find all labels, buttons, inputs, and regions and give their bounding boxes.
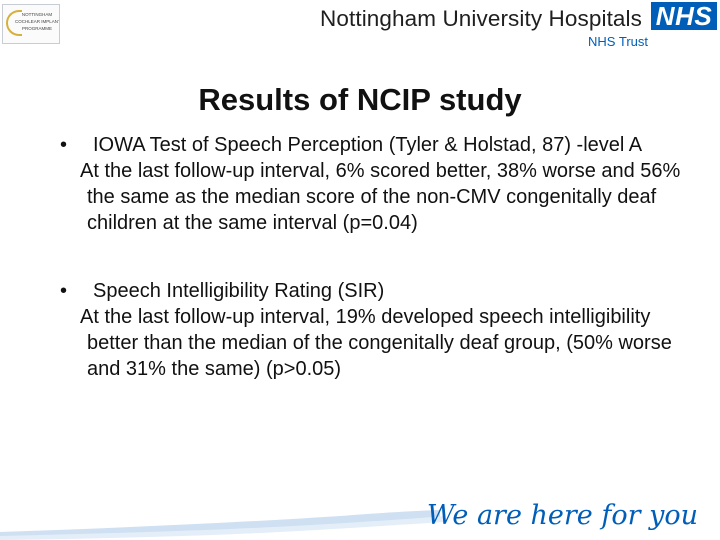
bullet-dot-icon: • bbox=[60, 280, 68, 302]
bullet-detail: At the last follow-up interval, 6% score… bbox=[80, 160, 681, 234]
bullet-dot-icon: • bbox=[60, 134, 68, 156]
nhs-logo: NHS bbox=[651, 2, 717, 30]
programme-logo: NOTTINGHAM COCHLEAR IMPLANT PROGRAMME bbox=[2, 4, 60, 44]
logo-line-3: PROGRAMME bbox=[21, 26, 52, 31]
slide-title: Results of NCIP study bbox=[198, 82, 522, 117]
bullet-item: • Speech Intelligibility Rating (SIR) bbox=[60, 278, 700, 304]
logo-line-1: NOTTINGHAM bbox=[21, 12, 53, 17]
logo-swoosh-icon bbox=[6, 10, 22, 36]
footer-swoosh-icon bbox=[0, 510, 445, 540]
bullet-text: IOWA Test of Speech Perception (Tyler & … bbox=[93, 134, 643, 156]
footer-tagline: We are here for you bbox=[426, 500, 698, 531]
bullet-item: • IOWA Test of Speech Perception (Tyler … bbox=[60, 132, 700, 158]
bullet-text: Speech Intelligibility Rating (SIR) bbox=[93, 280, 385, 302]
organisation-name: Nottingham University Hospitals bbox=[320, 6, 642, 31]
trust-label: NHS Trust bbox=[588, 34, 648, 49]
logo-line-2: COCHLEAR IMPLANT bbox=[15, 19, 59, 24]
bullet-detail: At the last follow-up interval, 19% deve… bbox=[80, 306, 672, 380]
logo-text: NOTTINGHAM COCHLEAR IMPLANT PROGRAMME bbox=[15, 11, 59, 32]
slide-content: • IOWA Test of Speech Perception (Tyler … bbox=[60, 132, 700, 382]
